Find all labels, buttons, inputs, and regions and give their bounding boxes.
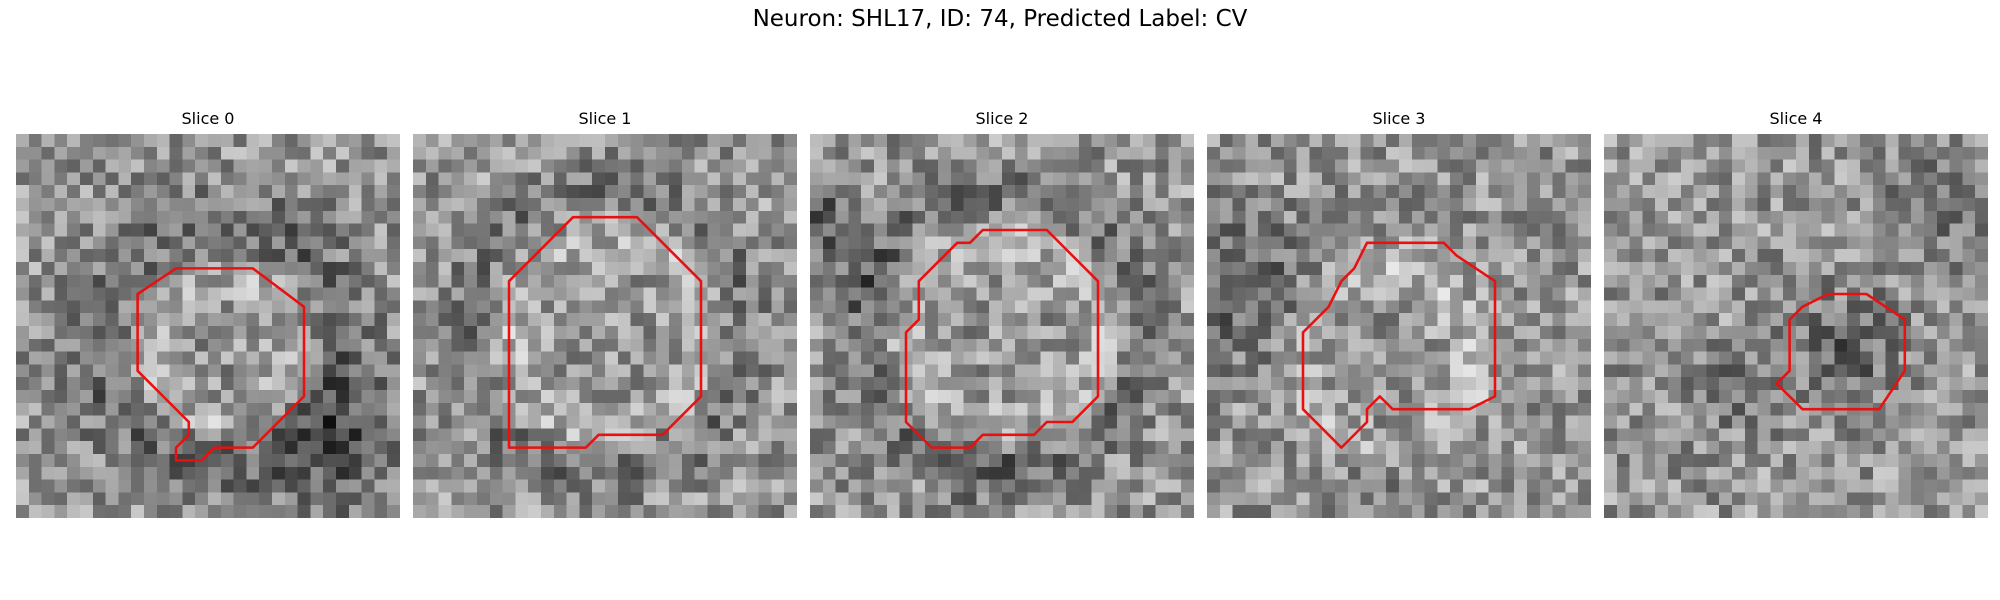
slice-title-1: Slice 1 bbox=[578, 109, 632, 128]
slice-title-0: Slice 0 bbox=[181, 109, 235, 128]
slice-title-3: Slice 3 bbox=[1372, 109, 1426, 128]
figure-title: Neuron: SHL17, ID: 74, Predicted Label: … bbox=[752, 6, 1248, 32]
slice-title-2: Slice 2 bbox=[975, 109, 1029, 128]
slice-image-4 bbox=[1604, 134, 1988, 518]
slice-title-4: Slice 4 bbox=[1769, 109, 1823, 128]
slice-image-2 bbox=[810, 134, 1194, 518]
slice-image-3 bbox=[1207, 134, 1591, 518]
slice-image-0 bbox=[16, 134, 400, 518]
slice-image-1 bbox=[413, 134, 797, 518]
